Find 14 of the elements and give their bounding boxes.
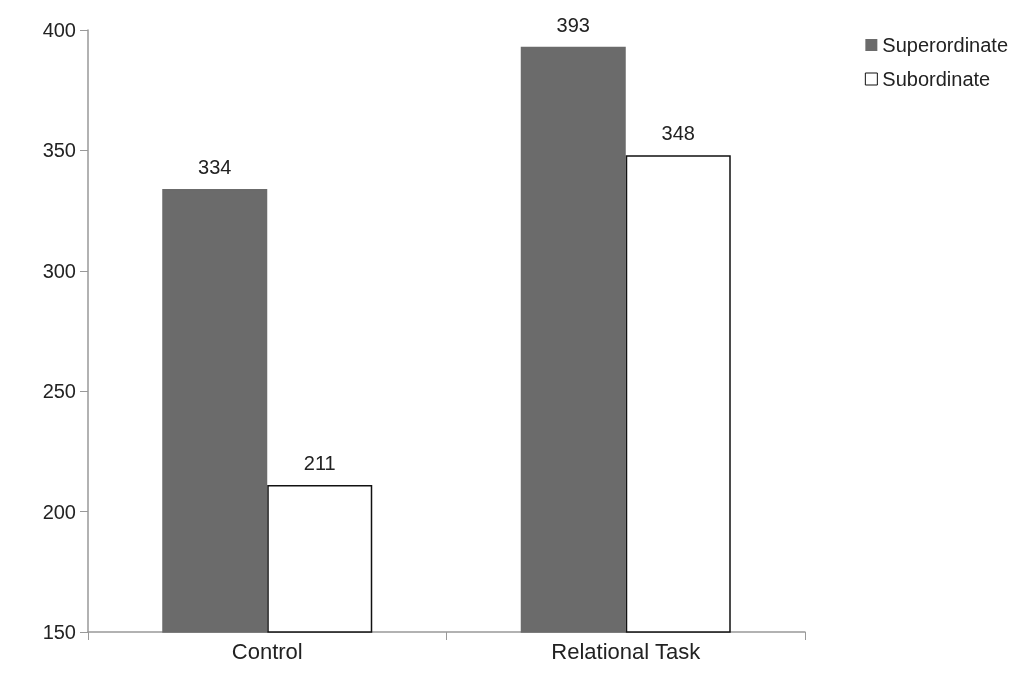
data-label: 334 <box>198 155 232 178</box>
y-tick-label: 250 <box>42 380 76 403</box>
data-label: 393 <box>556 13 590 36</box>
y-tick-label: 400 <box>42 19 76 41</box>
y-tick-label: 350 <box>42 139 76 162</box>
legend-label: Superordinate <box>882 34 1009 56</box>
legend-label: Subordinate <box>882 68 991 90</box>
y-tick-label: 150 <box>42 621 76 643</box>
y-tick-label: 200 <box>42 500 76 523</box>
x-tick-label: Control <box>231 638 303 664</box>
data-label: 211 <box>303 452 336 475</box>
x-tick-label: Relational Task <box>551 638 702 664</box>
data-label: 348 <box>661 122 695 145</box>
y-tick-label: 300 <box>42 259 76 282</box>
